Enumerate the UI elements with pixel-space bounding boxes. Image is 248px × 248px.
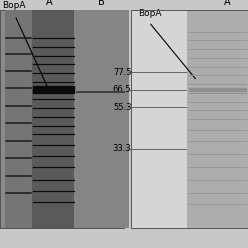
Text: 77.5: 77.5 [113,68,131,77]
Text: BopA: BopA [2,1,26,10]
Bar [5,10,32,228]
Bar [0,10,124,228]
Bar [32,10,74,228]
Text: 55.3: 55.3 [113,102,131,112]
Bar [131,10,187,228]
Bar [187,10,248,228]
Text: A: A [224,0,230,7]
Text: 33.3: 33.3 [113,144,131,153]
Text: BopA: BopA [138,9,161,18]
Bar [131,10,248,228]
Text: A: A [46,0,53,7]
Text: B: B [98,0,105,7]
Bar [74,10,129,228]
Text: 66.5: 66.5 [113,85,131,94]
